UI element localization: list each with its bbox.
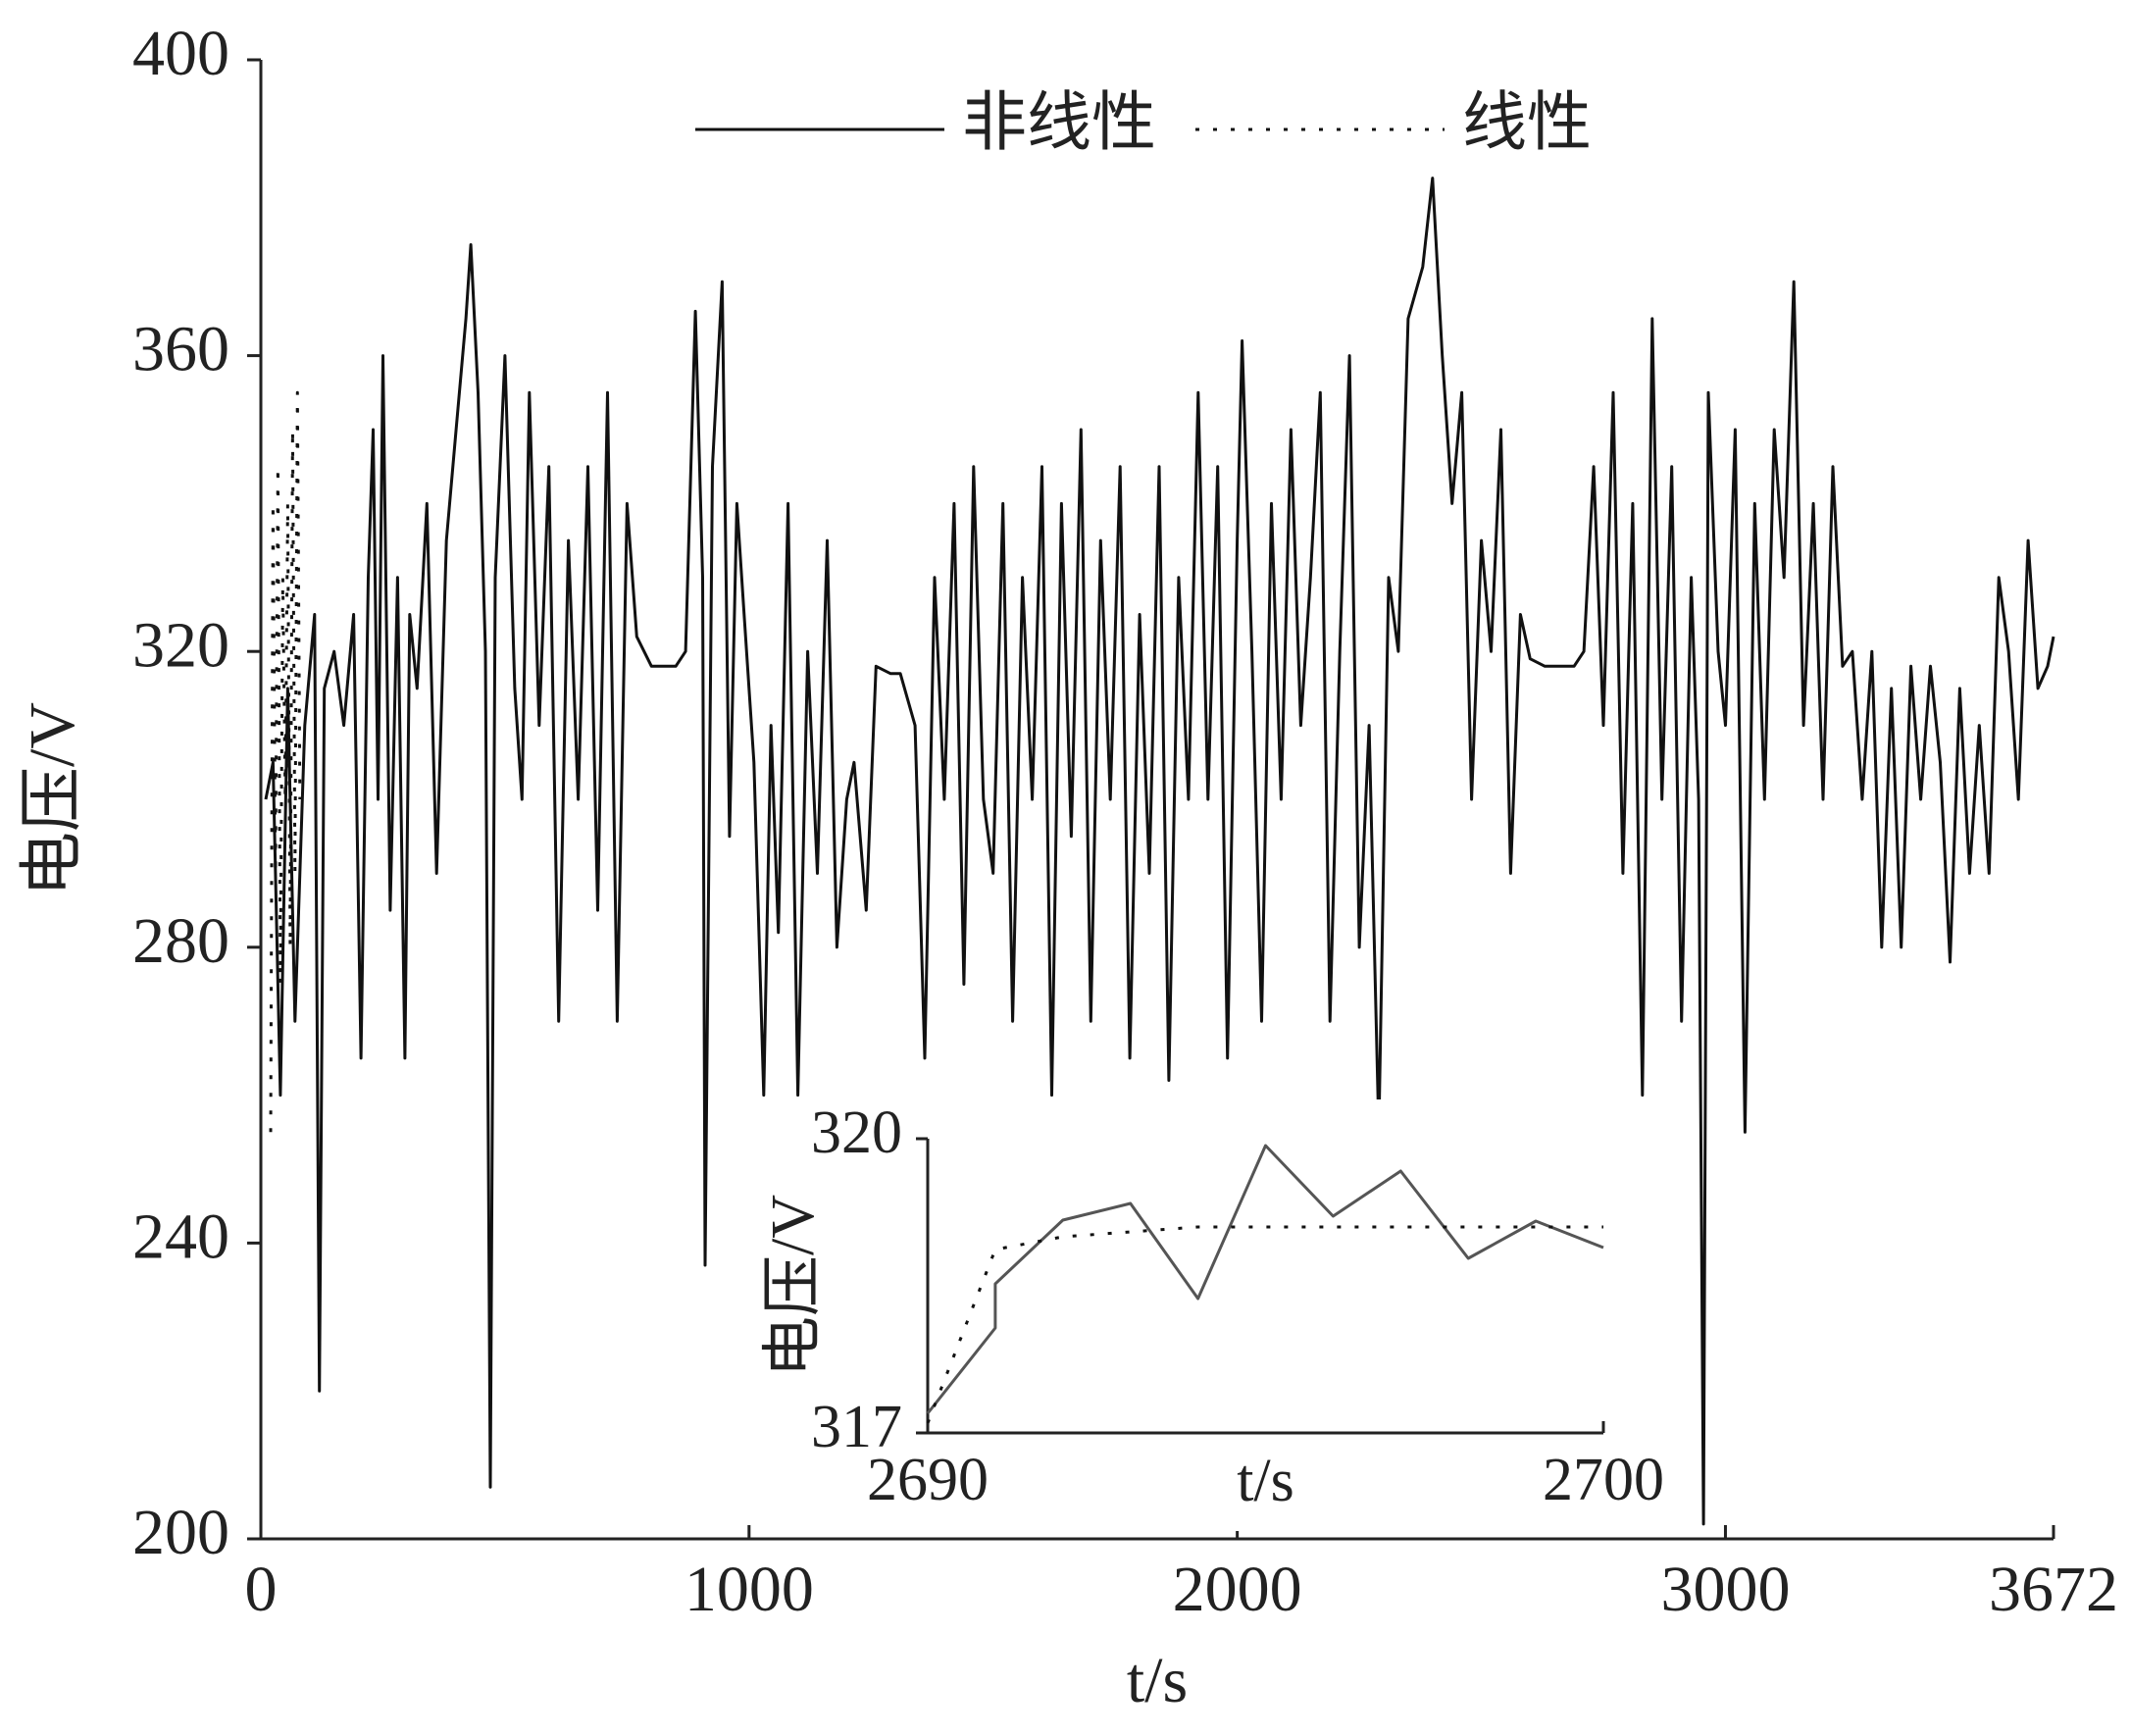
x-tick-label: 3672 [1989,1554,2118,1625]
data-line [264,177,2055,1526]
y-tick-label: 280 [132,905,229,977]
x-tick-label: 2690 [867,1447,989,1513]
x-tick-label: 2700 [1543,1447,1664,1513]
y-tick-label: 200 [132,1497,229,1568]
y-tick-label: 240 [132,1201,229,1273]
y-tick-label: 400 [132,18,229,89]
y-axis-label: 电压/V [17,702,88,896]
data-line [926,1225,1603,1424]
data-line [926,1144,1604,1414]
plot: 317 320 2690 2700 t/s 电压/V [760,1099,1664,1531]
legend-label: 线性 [1462,87,1592,159]
inset-background [781,1099,1643,1531]
x-axis-label: t/s [1127,1645,1188,1716]
x-tick-label: 0 [245,1554,278,1625]
plot: 200 240 280 320 360 400 0 1000 2000 3000 3672 t/s 电压… [17,18,2118,1716]
legend-label: 非线性 [962,87,1156,159]
x-axis-label: t/s [1237,1448,1294,1514]
y-tick-label: 360 [132,314,229,385]
y-tick-label: 320 [811,1099,902,1166]
y-tick-label: 317 [811,1394,902,1460]
x-tick-label: 2000 [1173,1554,1302,1625]
y-tick-label: 320 [132,609,229,681]
y-axis-label: 电压/V [760,1195,827,1377]
x-tick-label: 3000 [1660,1554,1790,1625]
x-tick-label: 1000 [685,1554,814,1625]
